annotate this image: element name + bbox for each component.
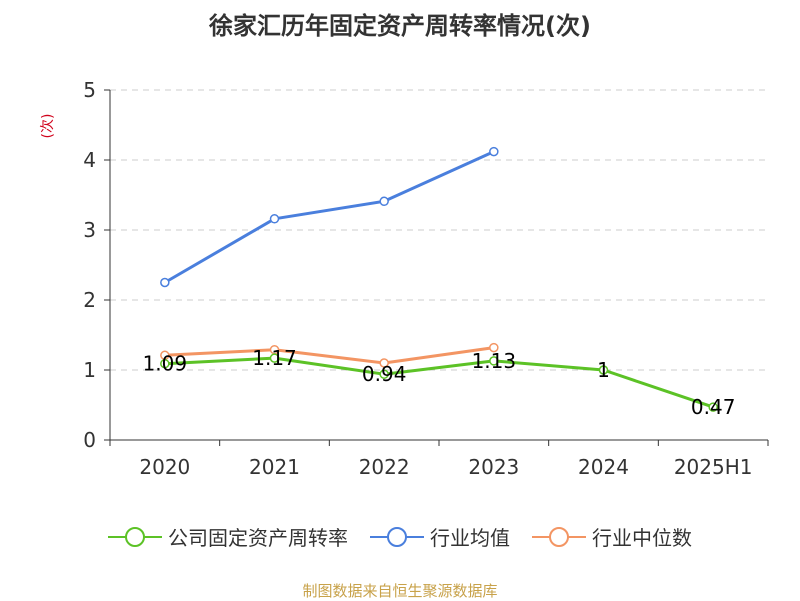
data-point-industry_median <box>379 358 389 368</box>
legend-label-company: 公司固定资产周转率 <box>168 526 348 550</box>
data-label: 1 <box>597 358 610 382</box>
legend-item-industry-avg[interactable]: 行业均值 <box>370 522 510 551</box>
y-tick-label: 2 <box>83 288 96 312</box>
y-tick-label: 4 <box>83 148 96 172</box>
x-tick-label: 2022 <box>359 455 410 479</box>
series-line-industry_median <box>163 346 496 365</box>
data-point-company <box>160 358 170 369</box>
x-tick-label: 2023 <box>468 455 519 479</box>
series-line-industry_avg <box>163 150 496 284</box>
data-label: 0.94 <box>362 362 407 386</box>
data-label: 1.09 <box>143 352 188 376</box>
data-label: 0.47 <box>691 395 736 419</box>
data-point-company <box>379 369 389 379</box>
data-label: 1.17 <box>252 346 297 370</box>
y-tick-label: 5 <box>83 78 96 102</box>
x-tick-label: 2024 <box>578 455 629 479</box>
legend-swatch-industry-median <box>532 526 586 547</box>
y-tick-label: 3 <box>83 218 96 242</box>
legend-label-industry-avg: 行业均值 <box>430 526 510 550</box>
data-point-industry_median <box>489 342 499 353</box>
data-label: 1.13 <box>472 349 517 373</box>
data-point-company <box>489 356 499 366</box>
series-line-company <box>163 356 715 409</box>
legend-item-company[interactable]: 公司固定资产周转率 <box>108 522 348 551</box>
y-axis-label: (次) <box>40 114 56 139</box>
data-point-industry_avg <box>160 277 170 288</box>
data-point-industry_avg <box>269 214 280 224</box>
x-tick-label: 2020 <box>139 455 190 479</box>
data-point-industry_avg <box>379 196 389 207</box>
data-point-company <box>269 353 280 363</box>
legend-item-industry-median[interactable]: 行业中位数 <box>532 522 692 551</box>
x-tick-label: 2021 <box>249 455 300 479</box>
data-point-company <box>708 402 718 412</box>
source-note: 制图数据来自恒生聚源数据库 <box>302 582 498 600</box>
data-point-industry_avg <box>489 146 499 157</box>
y-tick-label: 0 <box>83 428 96 452</box>
legend-swatch-industry-avg <box>370 526 424 547</box>
legend-label-industry-median: 行业中位数 <box>592 526 692 550</box>
y-tick-label: 1 <box>83 358 96 382</box>
legend-swatch-company <box>108 526 162 547</box>
x-tick-label: 2025H1 <box>674 455 753 479</box>
chart-legend: 公司固定资产周转率 行业均值 行业中位数 <box>0 522 800 551</box>
data-point-company <box>598 365 609 375</box>
chart-title: 徐家汇历年固定资产周转率情况(次) <box>209 12 591 40</box>
